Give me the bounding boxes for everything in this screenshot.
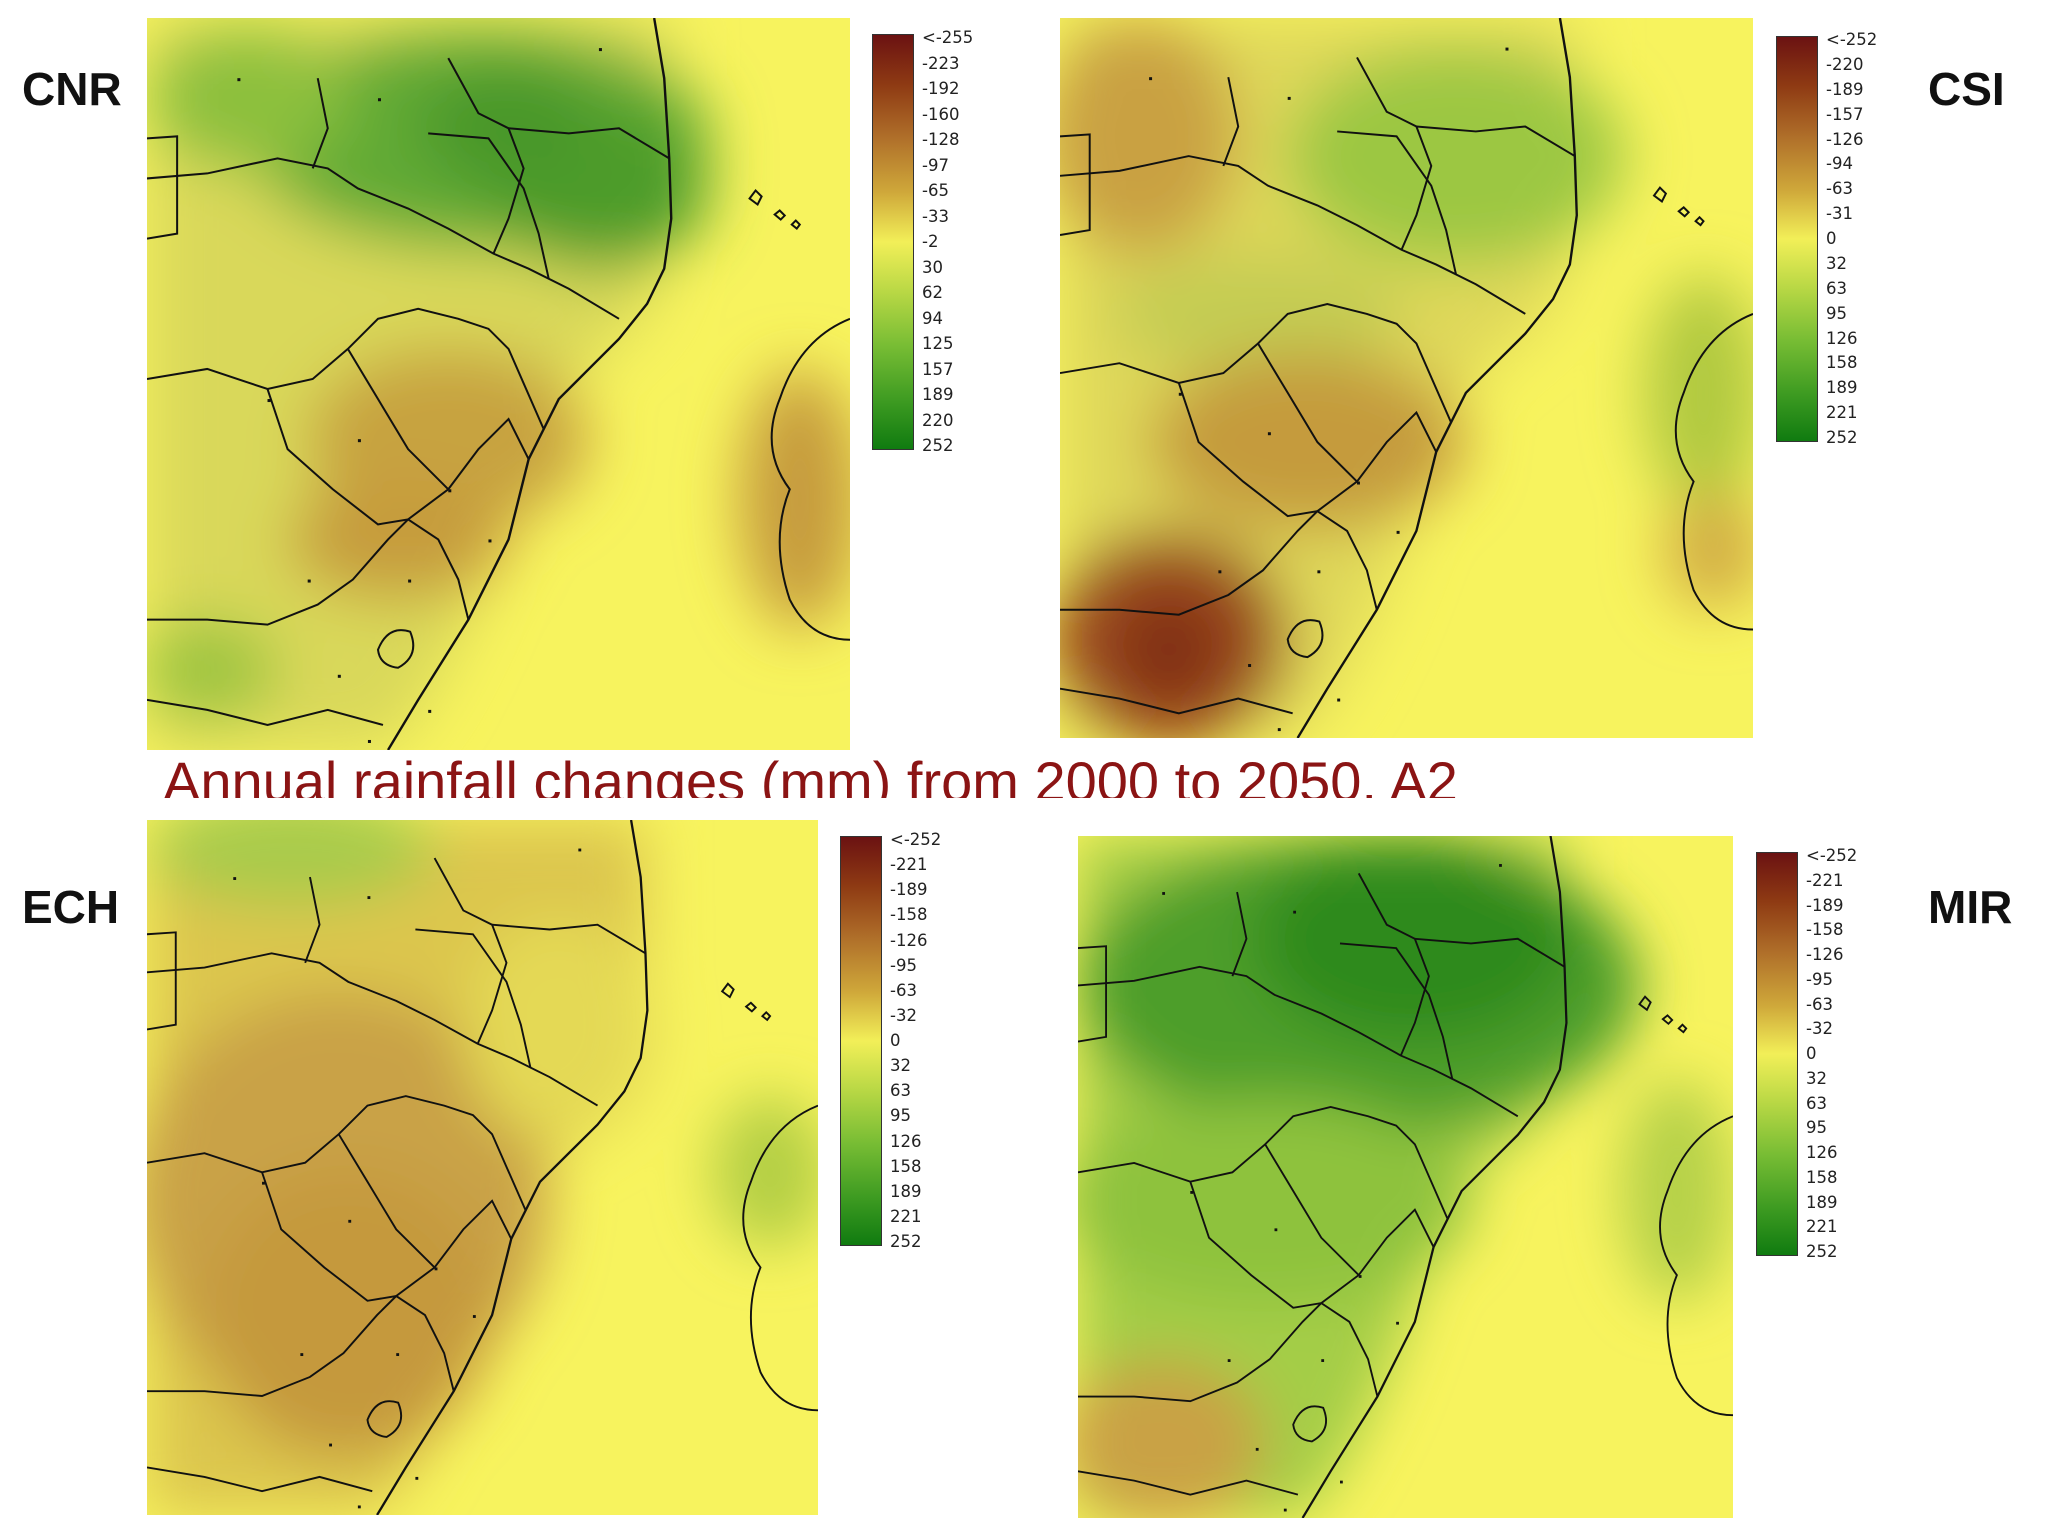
colorbar: [872, 34, 914, 450]
legend-tick-label: -33: [922, 206, 949, 226]
legend-tick-label: -31: [1826, 203, 1853, 223]
legend-tick-label: 157: [922, 359, 954, 379]
legend-tick-label: -223: [922, 53, 960, 73]
legend-tick-label: -221: [1806, 870, 1844, 890]
model-label-ech: ECH: [22, 881, 120, 933]
legend-tick-label: 126: [890, 1131, 922, 1151]
legend-tick-label: 30: [922, 257, 943, 277]
legend-tick-label: <-252: [890, 829, 942, 849]
legend-tick-label: -63: [1806, 994, 1833, 1014]
legend-tick-label: 126: [1806, 1142, 1838, 1162]
model-label-csi: CSI: [1928, 63, 2005, 115]
legend-tick-label: 221: [1826, 402, 1858, 422]
legend-tick-label: 252: [1806, 1241, 1838, 1261]
legend-tick-label: -63: [890, 980, 917, 1000]
legend-tick-label: 125: [922, 333, 954, 353]
legend-tick-label: 252: [1826, 427, 1858, 447]
legend-tick-label: 63: [1806, 1093, 1827, 1113]
legend-tick-label: 62: [922, 282, 943, 302]
legend-tick-label: -126: [1826, 129, 1864, 149]
legend-tick-label: 126: [1826, 328, 1858, 348]
legend-tick-label: -189: [1826, 79, 1864, 99]
legend-tick-label: 221: [890, 1206, 922, 1226]
legend-tick-label: 94: [922, 308, 943, 328]
legend-tick-label: 32: [890, 1055, 911, 1075]
legend-tick-label: 189: [890, 1181, 922, 1201]
map-ech: [147, 820, 818, 1515]
legend-tick-label: -97: [922, 155, 949, 175]
legend-tick-label: 0: [1826, 228, 1837, 248]
model-label-mir: MIR: [1928, 881, 2013, 933]
legend-tick-label: -126: [1806, 944, 1844, 964]
legend-tick-label: 0: [890, 1030, 901, 1050]
model-label-cnr: CNR: [22, 63, 122, 115]
legend-tick-label: -32: [1806, 1019, 1833, 1038]
legend-tick-label: -32: [890, 1005, 917, 1025]
legend-tick-label: 189: [1826, 378, 1858, 397]
colorbar: [840, 836, 882, 1246]
legend-tick-label: 252: [890, 1231, 922, 1251]
legend-tick-label: -126: [890, 930, 928, 950]
legend-tick-label: -192: [922, 78, 960, 98]
legend-tick-label: -63: [1826, 179, 1853, 198]
legend-tick-label: 0: [1806, 1043, 1817, 1063]
legend-tick-label: 95: [890, 1106, 911, 1126]
legend-tick-label: 158: [1826, 353, 1858, 373]
legend-tick-label: 32: [1826, 253, 1847, 273]
legend-tick-label: 221: [1806, 1217, 1838, 1236]
legend-tick-label: <-252: [1806, 845, 1858, 865]
legend-tick-label: -157: [1826, 104, 1864, 124]
legend-tick-label: -94: [1826, 154, 1853, 174]
legend-tick-label: 189: [1806, 1192, 1838, 1212]
legend-tick-label: -2: [922, 231, 939, 251]
legend-tick-label: -220: [1826, 54, 1864, 74]
legend-tick-label: 32: [1806, 1068, 1827, 1088]
legend-tick-label: <-255: [922, 27, 974, 47]
legend-tick-label: -160: [922, 104, 960, 124]
colorbar: [1756, 852, 1798, 1256]
legend-tick-label: -65: [922, 180, 949, 200]
legend-tick-label: 158: [1806, 1167, 1838, 1187]
legend-tick-label: <-252: [1826, 29, 1878, 49]
legend-tick-label: 63: [1826, 278, 1847, 298]
map-mir: [1078, 836, 1733, 1518]
page-title: Annual rainfall changes (mm) from 2000 t…: [163, 750, 1458, 813]
legend-tick-label: -189: [890, 880, 928, 899]
legend-tick-label: 158: [890, 1156, 922, 1176]
legend-tick-label: 95: [1806, 1118, 1827, 1137]
legend-tick-label: -95: [890, 955, 917, 975]
legend-tick-label: -95: [1806, 969, 1833, 989]
legend-tick-label: 95: [1826, 303, 1847, 323]
legend-tick-label: 220: [922, 410, 954, 430]
legend-tick-label: 63: [890, 1081, 911, 1100]
legend-tick-label: -189: [1806, 895, 1844, 915]
map-csi: [1060, 18, 1753, 738]
legend-tick-label: -128: [922, 129, 960, 149]
legend-tick-label: -221: [890, 854, 928, 874]
legend-tick-label: 189: [922, 384, 954, 404]
legend-tick-label: -158: [1806, 920, 1844, 939]
legend-tick-label: 252: [922, 435, 954, 455]
colorbar: [1776, 36, 1818, 442]
map-cnr: [147, 18, 850, 750]
legend-tick-label: -158: [890, 905, 928, 925]
